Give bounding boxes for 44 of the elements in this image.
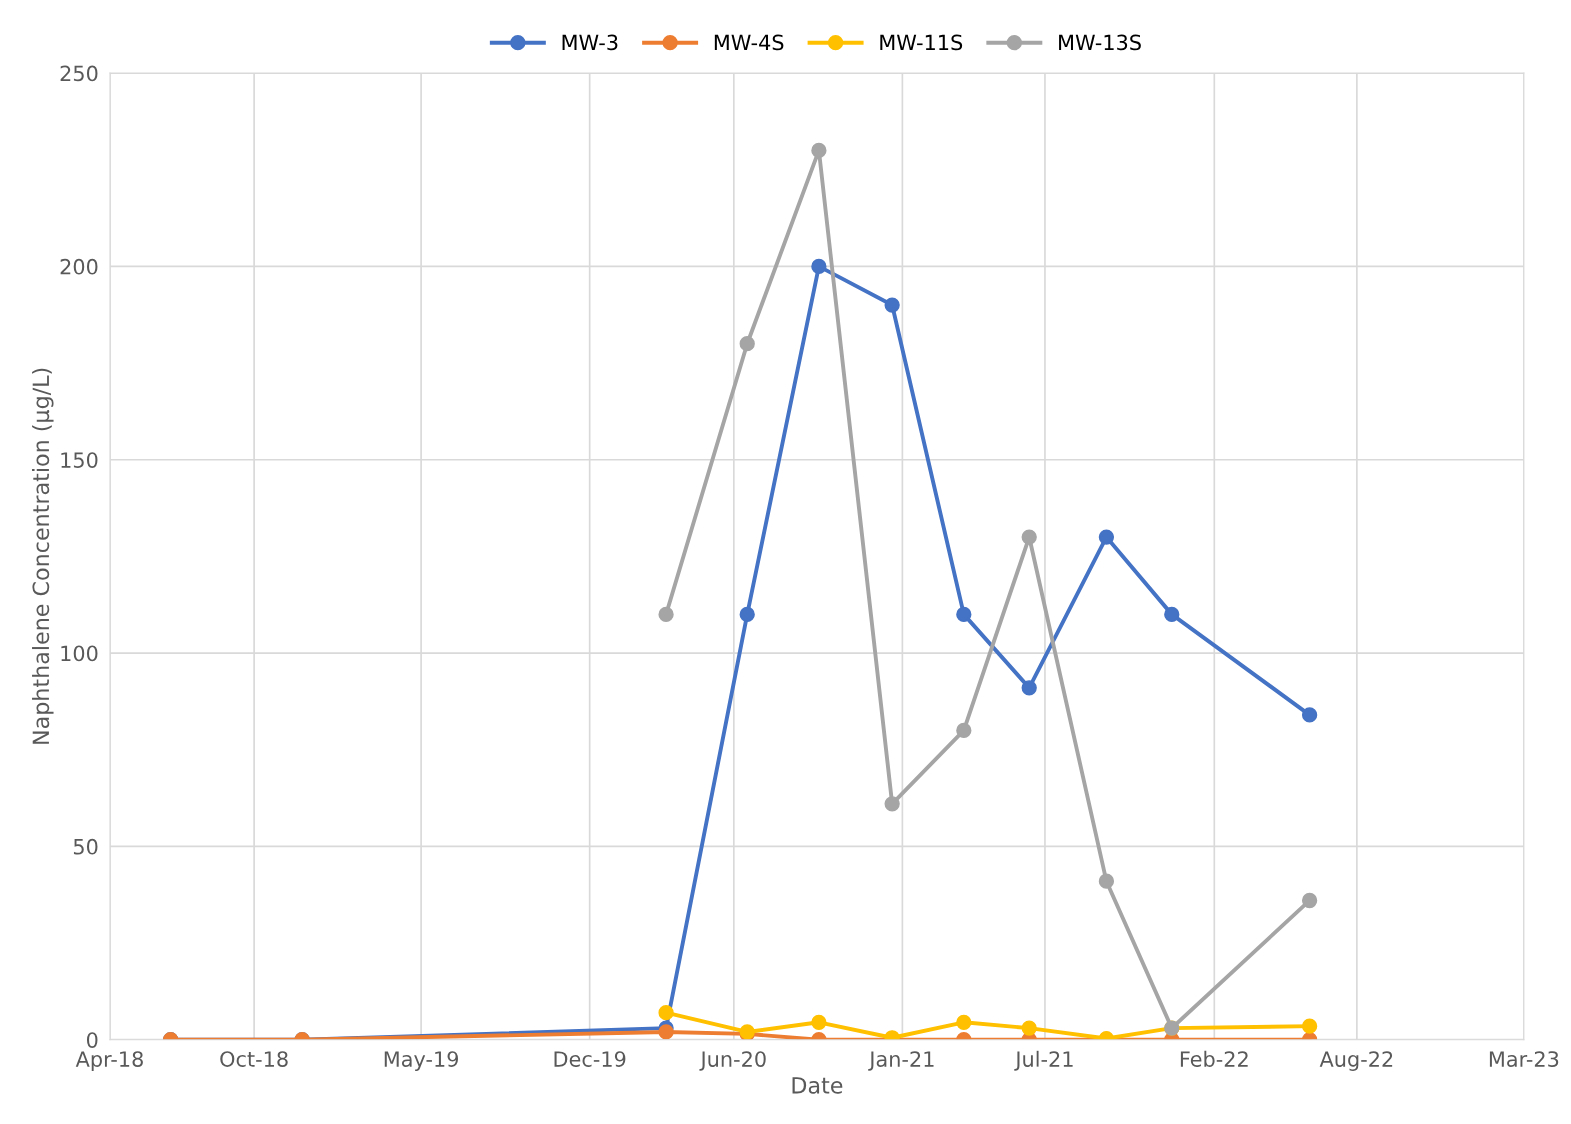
point xyxy=(1164,606,1180,623)
point xyxy=(739,606,755,623)
point xyxy=(1021,1020,1037,1036)
x-tick-label: Jan-21 xyxy=(868,1051,934,1071)
point xyxy=(811,258,827,275)
x-tick-label: Jun-20 xyxy=(699,1051,766,1071)
x-tick-label: Aug-22 xyxy=(1319,1051,1393,1071)
point xyxy=(1301,892,1318,909)
point xyxy=(884,297,900,313)
x-tick-label: Mar-23 xyxy=(1489,1051,1559,1067)
y-tick-label: 200 xyxy=(60,258,98,275)
point xyxy=(658,606,674,623)
point xyxy=(811,142,827,159)
point xyxy=(811,1014,827,1030)
y-axis-title: Naphthalene Concentration (µg/L) xyxy=(32,368,54,744)
point xyxy=(739,336,755,352)
point xyxy=(1098,529,1115,545)
x-tick-label: May-19 xyxy=(384,1051,459,1071)
point xyxy=(1021,680,1037,696)
x-tick-label: Jul-21 xyxy=(1014,1050,1073,1071)
point xyxy=(658,1004,674,1021)
legend-label: MW-3 xyxy=(562,34,618,51)
y-tick-label: 150 xyxy=(61,452,98,468)
legend-label: MW-11S xyxy=(880,34,963,51)
point xyxy=(658,1024,674,1040)
y-tick-label: 250 xyxy=(60,65,98,82)
point xyxy=(1301,707,1318,723)
y-tick-label: 100 xyxy=(61,645,98,662)
x-axis-title: Date xyxy=(792,1077,843,1094)
point xyxy=(1098,873,1115,889)
x-tick-label: Dec-19 xyxy=(554,1051,626,1067)
legend-label: MW-4S xyxy=(714,34,784,51)
x-tick-label: Apr-18 xyxy=(75,1051,143,1071)
legend-label: MW-13S xyxy=(1059,34,1141,51)
y-tick-label: 50 xyxy=(73,838,98,855)
point xyxy=(956,722,972,739)
point xyxy=(956,606,972,623)
point xyxy=(884,796,900,812)
x-tick-label: Feb-22 xyxy=(1180,1050,1248,1067)
point xyxy=(1301,1018,1318,1034)
y-tick-label: 0 xyxy=(86,1032,98,1048)
point xyxy=(956,1014,972,1030)
point xyxy=(1021,529,1037,545)
x-tick-label: Oct-18 xyxy=(220,1051,288,1067)
